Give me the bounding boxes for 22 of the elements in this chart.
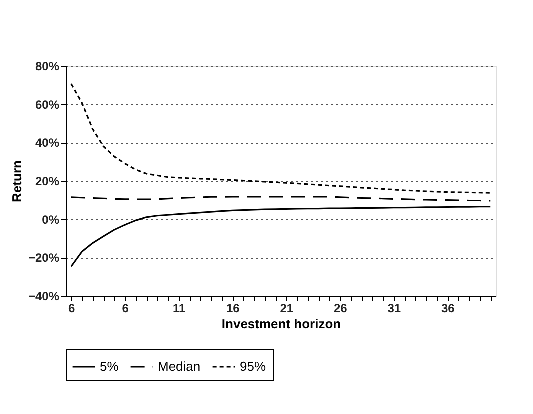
x-tick-label: 31 [388,302,402,316]
x-tick-label: 6 [68,302,76,316]
x-axis-title: Investment horizon [222,316,342,332]
x-tick-label: 16 [226,302,240,316]
y-tick-label: −20% [28,251,60,266]
x-tick-label: 6 [122,302,130,316]
y-tick-label: 60% [35,98,60,112]
y-axis-title: Return [9,160,24,202]
y-tick-label: −40% [28,290,60,304]
x-tick-label: 21 [280,302,294,316]
x-tick-label: 26 [334,302,348,316]
y-tick-label: 20% [35,174,60,188]
line-series [70,83,492,194]
y-tick-label: 40% [35,136,60,150]
y-tick-label: 0% [42,212,60,227]
line-series [70,206,492,268]
legend-label: Median [158,359,201,374]
x-tick-label: 11 [173,302,186,316]
x-tick-label: 36 [441,302,456,316]
legend-label: 95% [240,359,266,374]
y-tick-label: 80% [35,60,60,74]
legend-label: 5% [100,359,120,374]
